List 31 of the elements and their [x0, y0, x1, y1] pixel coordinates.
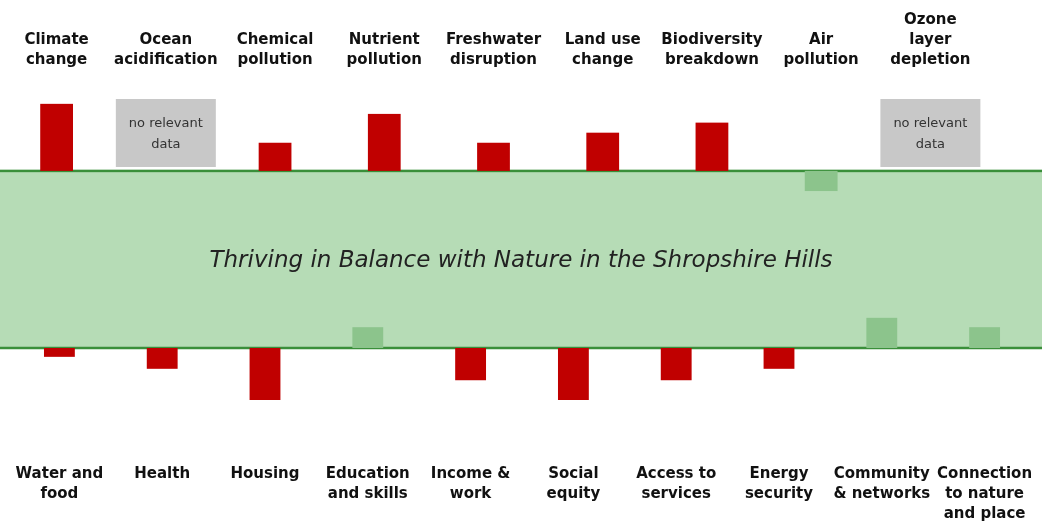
- x-tick-label: Air pollution: [783, 30, 859, 68]
- x-tick-label: Ocean acidification: [114, 30, 218, 68]
- no-data-box: no relevant data: [880, 98, 981, 167]
- x-tick-label: Energy security: [744, 464, 814, 502]
- x-tick-label: Climate change: [24, 30, 89, 68]
- x-tick-label: Chemical pollution: [236, 30, 314, 68]
- x-tick-label: Income & work: [430, 464, 511, 502]
- x-tick-label: Biodiversity breakdown: [661, 30, 763, 68]
- x-tick-label: Nutrient pollution: [346, 30, 422, 68]
- annotation: no relevant data: [128, 115, 203, 152]
- band-label: Thriving in Balance with Nature in the Shropshire Hills: [209, 246, 833, 273]
- bar: [586, 132, 620, 171]
- x-tick-label: Land use change: [564, 30, 641, 68]
- x-tick-label: Social equity: [546, 464, 601, 502]
- x-tick-label: Health: [134, 464, 191, 482]
- no-data-box: no relevant data: [115, 98, 216, 167]
- x-tick-label: Connection to nature and place: [937, 464, 1033, 522]
- bar: [477, 142, 510, 171]
- x-tick-label: Ozone layer depletion: [890, 10, 971, 68]
- x-tick-label: Freshwater disruption: [445, 30, 542, 68]
- bar: [258, 142, 292, 171]
- x-tick-label: Housing: [230, 464, 300, 482]
- x-tick-label: Community & networks: [833, 464, 931, 502]
- x-tick-label: Water and food: [15, 464, 104, 502]
- x-tick-label: Access to services: [636, 464, 717, 502]
- bar: [804, 170, 838, 192]
- bar: [695, 122, 729, 171]
- annotation: no relevant data: [893, 115, 968, 152]
- bar: [367, 113, 401, 171]
- x-tick-label: Education and skills: [325, 464, 410, 502]
- bar: [40, 103, 73, 171]
